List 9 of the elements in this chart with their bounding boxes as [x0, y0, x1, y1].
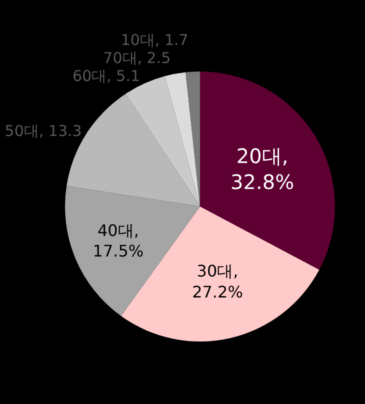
- slice-label: 50대, 13.3: [4, 122, 82, 140]
- slice-label: 10대, 1.7: [120, 30, 188, 49]
- slice-label: 30대, 27.2%: [192, 262, 243, 302]
- pie-slice: [186, 72, 200, 206]
- slice-label: 40대, 17.5%: [92, 220, 144, 261]
- slice-label: 70대, 2.5: [103, 48, 171, 67]
- pie-slice: [164, 72, 200, 206]
- slice-label: 60대, 5.1: [72, 66, 140, 85]
- slice-label: 20대, 32.8%: [230, 144, 294, 194]
